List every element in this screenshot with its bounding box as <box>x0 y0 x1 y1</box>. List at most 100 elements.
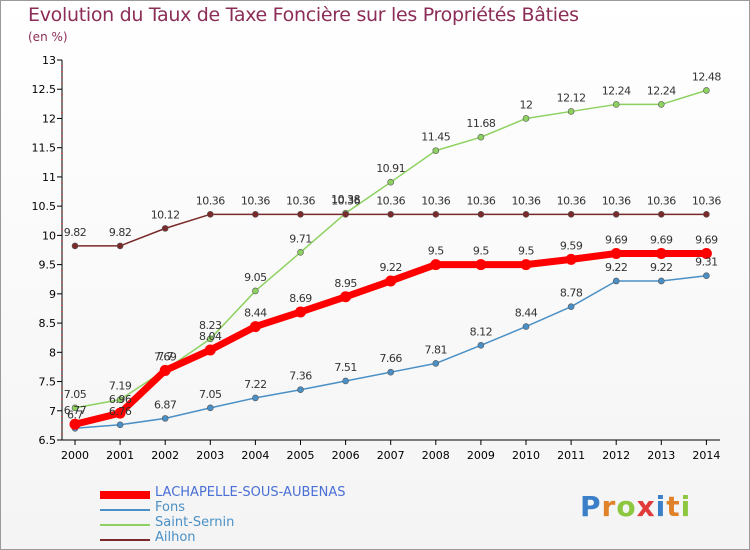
data-label-lachapelle-sous-aubenas: 6.77 <box>64 404 87 417</box>
legend-swatch <box>100 539 150 541</box>
data-label-ailhon: 10.36 <box>557 194 586 207</box>
data-point-fons <box>161 415 169 422</box>
data-point-ailhon <box>522 211 530 218</box>
data-point-saint-sernin <box>116 396 124 403</box>
data-point-fons <box>387 368 395 376</box>
data-point-lachapelle-sous-aubenas <box>565 253 577 265</box>
data-label-fons: 6.87 <box>154 398 177 411</box>
x-tick-label: 2014 <box>692 449 720 462</box>
data-point-saint-sernin <box>657 101 665 108</box>
data-point-lachapelle-sous-aubenas <box>475 259 487 271</box>
data-label-lachapelle-sous-aubenas: 6.96 <box>109 393 132 406</box>
data-point-ailhon <box>612 211 620 218</box>
data-label-ailhon: 10.36 <box>647 194 676 207</box>
data-point-ailhon <box>252 211 259 218</box>
data-point-ailhon <box>567 211 575 218</box>
data-point-saint-sernin <box>522 115 530 122</box>
data-point-saint-sernin <box>567 108 575 115</box>
x-tick-label: 2010 <box>512 449 540 462</box>
logo-letter: o <box>616 490 637 523</box>
data-label-lachapelle-sous-aubenas: 8.69 <box>289 292 312 305</box>
legend-label: Ailhon <box>155 530 196 545</box>
data-point-fons <box>116 421 124 429</box>
x-tick-label: 2003 <box>196 449 224 462</box>
data-label-ailhon: 10.36 <box>376 194 405 207</box>
data-label-saint-sernin: 9.05 <box>244 271 267 284</box>
data-label-lachapelle-sous-aubenas: 9.69 <box>605 234 628 247</box>
data-label-fons: 7.51 <box>334 361 357 374</box>
data-label-saint-sernin: 7.7 <box>157 350 173 363</box>
data-label-lachapelle-sous-aubenas: 7.69 <box>154 350 177 363</box>
data-label-fons: 6.76 <box>109 405 132 418</box>
data-label-lachapelle-sous-aubenas: 9.5 <box>428 245 444 258</box>
data-label-fons: 7.22 <box>244 378 267 391</box>
y-tick-label: 13 <box>42 54 56 67</box>
data-label-fons: 6.7 <box>67 408 83 421</box>
y-tick-label: 11.5 <box>32 142 57 155</box>
data-point-ailhon <box>342 211 349 218</box>
y-tick-label: 9 <box>49 288 56 301</box>
data-point-ailhon <box>657 211 665 218</box>
data-point-saint-sernin <box>297 249 304 256</box>
data-point-lachapelle-sous-aubenas <box>385 275 397 287</box>
x-tick-label: 2007 <box>377 449 405 462</box>
data-label-ailhon: 10.36 <box>512 194 541 207</box>
data-point-saint-sernin <box>387 178 395 186</box>
data-label-saint-sernin: 10.91 <box>376 162 405 175</box>
data-point-lachapelle-sous-aubenas <box>430 259 442 271</box>
data-point-fons <box>612 277 620 285</box>
data-point-fons <box>477 341 485 349</box>
data-label-ailhon: 9.82 <box>64 226 87 239</box>
data-point-saint-sernin <box>71 404 79 412</box>
data-label-lachapelle-sous-aubenas: 9.22 <box>379 261 402 274</box>
data-point-lachapelle-sous-aubenas <box>700 248 712 260</box>
data-label-fons: 8.78 <box>560 287 583 300</box>
data-label-saint-sernin: 11.45 <box>421 131 450 144</box>
data-point-saint-sernin <box>612 101 620 108</box>
data-label-ailhon: 10.12 <box>151 208 180 221</box>
data-point-saint-sernin <box>432 147 440 154</box>
data-label-lachapelle-sous-aubenas: 9.5 <box>518 245 534 258</box>
data-label-ailhon: 10.36 <box>331 194 360 207</box>
data-label-ailhon: 10.36 <box>196 194 225 207</box>
data-label-saint-sernin: 12.24 <box>647 84 676 97</box>
data-point-ailhon <box>161 225 169 232</box>
chart-title: Evolution du Taux de Taxe Foncière sur l… <box>28 4 579 26</box>
data-point-ailhon <box>703 211 710 218</box>
x-tick-label: 2000 <box>61 449 89 462</box>
data-point-lachapelle-sous-aubenas <box>340 291 352 303</box>
data-label-fons: 7.05 <box>199 388 222 401</box>
data-label-ailhon: 10.36 <box>241 194 270 207</box>
data-label-ailhon: 10.36 <box>466 194 495 207</box>
data-point-saint-sernin <box>207 335 214 343</box>
data-point-saint-sernin <box>477 133 485 141</box>
logo-letter: r <box>601 490 617 523</box>
data-label-lachapelle-sous-aubenas: 9.69 <box>695 234 718 247</box>
data-label-lachapelle-sous-aubenas: 9.5 <box>473 245 489 258</box>
y-tick-label: 10 <box>42 229 56 242</box>
x-tick-label: 2009 <box>467 449 495 462</box>
data-label-saint-sernin: 12.48 <box>692 70 721 83</box>
data-point-fons <box>342 377 349 385</box>
data-point-ailhon <box>297 211 304 218</box>
data-label-saint-sernin: 12 <box>520 98 533 111</box>
data-point-fons <box>297 386 304 394</box>
x-tick-label: 2001 <box>106 449 134 462</box>
logo-letter: P <box>580 490 602 523</box>
y-tick-label: 7 <box>49 405 56 418</box>
proxiti-logo: Proxiti <box>580 490 691 523</box>
data-label-ailhon: 10.36 <box>286 194 315 207</box>
data-label-lachapelle-sous-aubenas: 8.44 <box>244 307 267 320</box>
y-tick-label: 12.5 <box>32 83 57 96</box>
data-point-fons <box>207 404 214 412</box>
data-point-lachapelle-sous-aubenas <box>204 344 216 356</box>
x-tick-label: 2013 <box>647 449 675 462</box>
logo-letter: x <box>636 490 656 523</box>
data-point-lachapelle-sous-aubenas <box>520 259 532 271</box>
data-label-lachapelle-sous-aubenas: 8.95 <box>334 277 357 290</box>
data-point-fons <box>252 394 259 402</box>
y-tick-label: 9.5 <box>39 259 57 272</box>
data-label-fons: 8.12 <box>470 325 493 338</box>
x-tick-label: 2006 <box>332 449 360 462</box>
data-label-ailhon: 10.36 <box>602 194 631 207</box>
